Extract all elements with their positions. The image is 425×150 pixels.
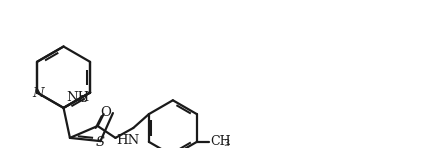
Text: 3: 3 [224,139,230,148]
Text: CH: CH [211,135,231,148]
Text: S: S [96,136,105,149]
Text: O: O [100,106,111,119]
Text: 2: 2 [80,95,87,104]
Text: HN: HN [116,134,140,147]
Text: N: N [32,87,44,100]
Text: NH: NH [67,92,90,105]
